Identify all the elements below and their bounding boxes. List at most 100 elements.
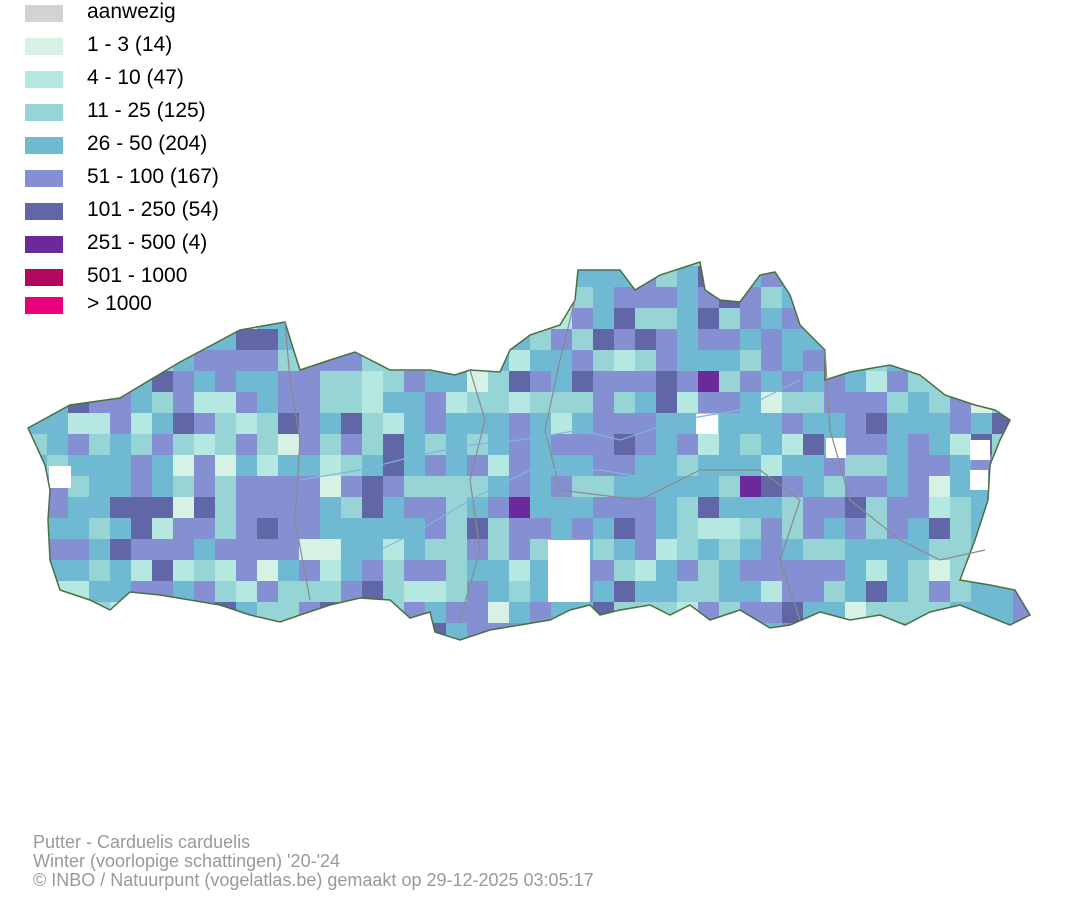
grid-square [908, 350, 929, 371]
grid-square [1013, 455, 1030, 476]
grid-square [908, 602, 929, 623]
grid-square [866, 602, 887, 623]
grid-square [362, 413, 383, 434]
grid-square [467, 497, 488, 518]
grid-square [488, 371, 509, 392]
grid-square [173, 434, 194, 455]
grid-square [320, 392, 341, 413]
grid-square [740, 518, 761, 539]
grid-square [110, 497, 131, 518]
grid-square [551, 623, 572, 640]
grid-square [194, 560, 215, 581]
grid-square [656, 413, 677, 434]
grid-square [257, 644, 278, 665]
grid-square [110, 413, 131, 434]
grid-square [131, 644, 152, 665]
grid-square [719, 392, 740, 413]
grid-square [488, 262, 509, 266]
grid-square [383, 539, 404, 560]
province-border [459, 369, 486, 621]
grid-square [404, 308, 425, 329]
grid-square [614, 329, 635, 350]
grid-square [341, 413, 362, 434]
grid-square [803, 262, 824, 266]
legend-item: 501 - 1000 [25, 264, 325, 288]
grid-square [971, 560, 992, 581]
grid-square [572, 371, 593, 392]
grid-square [1034, 371, 1055, 392]
grid-square [488, 266, 509, 287]
grid-square [299, 413, 320, 434]
grid-square [257, 518, 278, 539]
grid-square [698, 539, 719, 560]
grid-square [28, 560, 47, 581]
grid-square [929, 371, 950, 392]
grid-square [110, 518, 131, 539]
grid-square [1013, 350, 1030, 371]
grid-square [383, 602, 404, 623]
grid-square [677, 497, 698, 518]
grid-square [173, 392, 194, 413]
map-gap [970, 440, 990, 460]
grid-square [509, 518, 530, 539]
grid-square [593, 413, 614, 434]
grid-square [152, 455, 173, 476]
grid-square [320, 581, 341, 602]
grid-square [908, 287, 929, 308]
grid-square [803, 560, 824, 581]
grid-square [572, 287, 593, 308]
grid-square [28, 329, 47, 350]
grid-square [971, 350, 992, 371]
grid-square [614, 539, 635, 560]
grid-square [509, 329, 530, 350]
grid-square [551, 287, 572, 308]
season-label: Winter (voorlopige schattingen) '20-'24 [33, 851, 341, 871]
grid-square [719, 266, 740, 287]
grid-square [782, 266, 803, 287]
grid-square [404, 476, 425, 497]
grid-square [698, 434, 719, 455]
grid-square [593, 392, 614, 413]
grid-square [866, 262, 887, 266]
grid-square [719, 413, 740, 434]
grid-square [929, 350, 950, 371]
grid-square [761, 266, 782, 287]
grid-square [614, 455, 635, 476]
grid-square [404, 602, 425, 623]
grid-square [656, 308, 677, 329]
grid-square [740, 644, 761, 665]
grid-square [47, 602, 68, 623]
grid-square [530, 287, 551, 308]
grid-square [719, 287, 740, 308]
map-gap [970, 470, 988, 490]
grid-square [152, 644, 173, 665]
grid-square [824, 329, 845, 350]
grid-square [614, 497, 635, 518]
grid-square [89, 476, 110, 497]
grid-square [404, 262, 425, 266]
grid-square [698, 581, 719, 602]
grid-square [488, 476, 509, 497]
grid-square [467, 262, 488, 266]
grid-square [887, 266, 908, 287]
grid-square [1034, 350, 1055, 371]
grid-square [551, 266, 572, 287]
legend-swatch [25, 137, 63, 154]
grid-square [929, 262, 950, 266]
grid-square [467, 560, 488, 581]
province-border [824, 349, 986, 561]
grid-square [383, 476, 404, 497]
grid-square [110, 602, 131, 623]
grid-square [845, 287, 866, 308]
grid-square [887, 392, 908, 413]
grid-square [908, 644, 929, 665]
grid-square [89, 329, 110, 350]
grid-square [425, 623, 446, 640]
grid-square [299, 560, 320, 581]
grid-square [593, 518, 614, 539]
grid-square [614, 560, 635, 581]
grid-square [215, 497, 236, 518]
grid-square [719, 308, 740, 329]
grid-square [761, 392, 782, 413]
grid-square [488, 560, 509, 581]
